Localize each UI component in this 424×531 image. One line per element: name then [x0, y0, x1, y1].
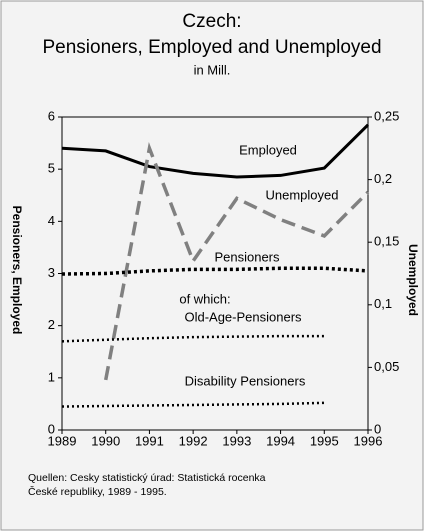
- x-tick-label: 1993: [222, 433, 251, 448]
- y2-tick-label: 0,05: [374, 359, 399, 374]
- series-line: [61, 334, 325, 343]
- y-tick-label: 5: [48, 161, 55, 176]
- source: Quellen: Cesky statistický úrad: Statist…: [28, 472, 266, 484]
- y2-axis-label: Unemployed: [406, 244, 420, 316]
- source: České republiky, 1989 - 1995.: [28, 485, 167, 498]
- y-tick-label: 1: [48, 369, 55, 384]
- chart-title: Pensioners, Employed and Unemployed: [42, 37, 381, 58]
- x-tick-label: 1996: [354, 433, 383, 448]
- y-tick-label: 3: [48, 265, 55, 280]
- y2-tick-label: 0: [374, 421, 381, 436]
- y-tick-label: 4: [48, 213, 55, 228]
- y-tick-label: 2: [48, 317, 55, 332]
- chart-subtitle: in Mill.: [194, 62, 231, 77]
- y2-tick-label: 0,15: [374, 234, 399, 249]
- y2-tick-label: 0,1: [374, 296, 392, 311]
- x-tick-label: 1990: [91, 433, 120, 448]
- y-axis-label: Pensioners, Employed: [10, 206, 24, 335]
- x-tick-label: 1994: [266, 433, 295, 448]
- x-tick-label: 1992: [179, 433, 208, 448]
- y2-tick-label: 0,25: [374, 108, 399, 123]
- y2-tick-label: 0,2: [374, 171, 392, 186]
- series-line: [61, 123, 370, 179]
- x-tick-label: 1995: [310, 433, 339, 448]
- y-tick-label: 0: [48, 421, 55, 436]
- x-tick-label: 1991: [135, 433, 164, 448]
- series-label: Old-Age-Pensioners: [184, 309, 302, 324]
- series-line: [61, 401, 325, 408]
- series-label: Pensioners: [214, 249, 280, 264]
- x-tick-label: 1989: [48, 433, 77, 448]
- annotation: of which:: [179, 291, 230, 306]
- series-label: Employed: [239, 142, 297, 157]
- series-label: Disability Pensioners: [185, 373, 306, 388]
- y-tick-label: 6: [48, 108, 55, 123]
- series-line: [103, 141, 370, 381]
- chart-title: Czech:: [182, 11, 241, 32]
- series-label: Unemployed: [266, 187, 339, 202]
